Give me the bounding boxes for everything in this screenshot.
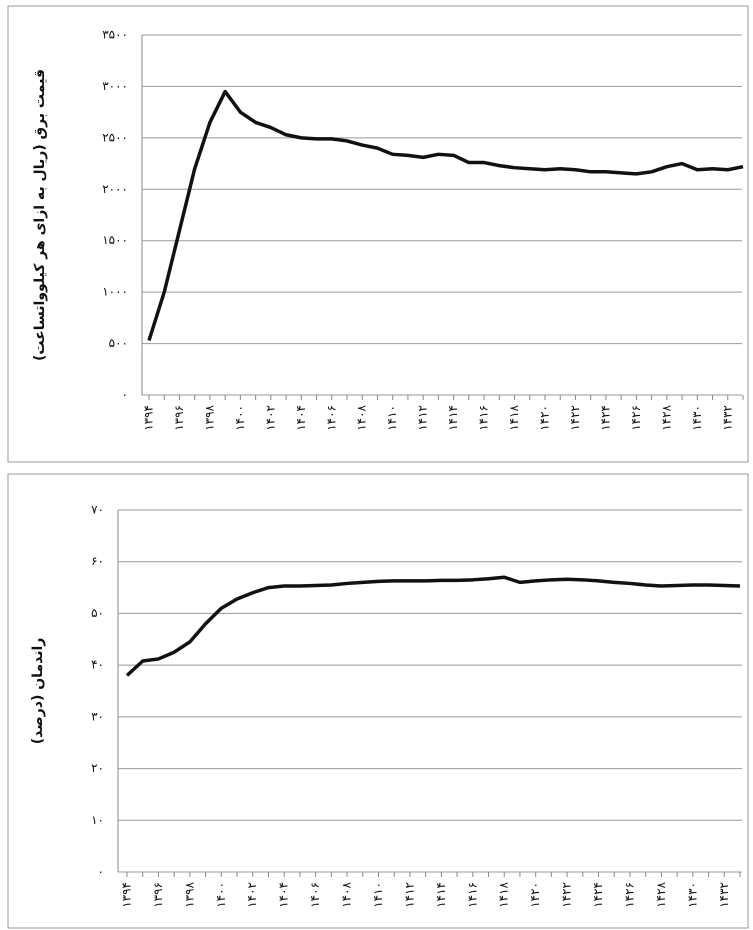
chart-frame: [7, 473, 749, 929]
x-tick-label: ۱۴۰۸: [340, 881, 354, 907]
x-tick-label: ۱۴۲۲: [560, 882, 574, 908]
x-tick-label: ۱۴۳۲: [720, 405, 734, 431]
x-tick-label: ۱۴۲۴: [591, 882, 605, 908]
x-tick-label: ۱۴۰۶: [324, 405, 338, 431]
y-tick-label: ۳۰: [91, 709, 104, 723]
y-tick-label: ۲۰: [91, 761, 104, 775]
x-tick-label: ۱۳۹۶: [172, 405, 186, 431]
x-tick-label: ۱۴۲۲: [568, 405, 582, 431]
x-tick-label: ۱۳۹۸: [202, 404, 216, 430]
x-tick-label: ۱۴۱۸: [497, 881, 511, 907]
line: [125, 575, 741, 677]
x-tick-label: ۱۴۲۰: [528, 882, 542, 908]
x-tick-label: ۱۴۰۸: [355, 404, 369, 430]
x-tick-label: ۱۴۱۸: [507, 404, 521, 430]
x-tick-label: ۱۴۲۶: [629, 405, 643, 431]
y-tick-label: ۷۰: [91, 503, 104, 517]
y-tick-label: ۴۰: [91, 658, 104, 672]
x-tick-label: ۱۴۱۴: [434, 882, 448, 908]
chart-frame: [7, 5, 749, 463]
y-tick-label: ۰: [122, 388, 128, 402]
y-tick-label: ۰: [98, 865, 104, 879]
x-tick-label: ۱۳۹۴: [120, 882, 134, 908]
y-axis-title: قیمت برق (ریال به ازای هر کیلوواتساعت): [32, 69, 48, 361]
x-tick-label: ۱۴۲۰: [538, 405, 552, 431]
y-tick-label: ۲۰۰۰: [102, 182, 128, 196]
x-tick-label: ۱۴۲۶: [622, 882, 636, 908]
x-tick-label: ۱۴۲۸: [654, 881, 668, 907]
y-tick-label: ۱۵۰۰: [102, 233, 128, 247]
x-tick-label: ۱۴۰۴: [294, 405, 308, 431]
x-tick-label: ۱۴۳۲: [717, 882, 731, 908]
x-tick-label: ۱۴۱۴: [446, 405, 460, 431]
x-tick-label: ۱۴۰۲: [263, 405, 277, 431]
x-tick-label: ۱۴۱۰: [371, 882, 385, 908]
x-tick-label: ۱۴۰۰: [214, 882, 228, 908]
line: [147, 89, 744, 342]
x-tick-label: ۱۴۲۴: [598, 405, 612, 431]
x-tick-label: ۱۴۱۶: [465, 882, 479, 908]
x-tick-label: ۱۴۱۲: [416, 405, 430, 431]
y-tick-label: ۱۰: [91, 813, 104, 827]
x-tick-label: ۱۴۳۰: [690, 405, 704, 431]
x-tick-label: ۱۴۱۲: [402, 882, 416, 908]
x-tick-label: ۱۴۱۶: [477, 405, 491, 431]
y-tick-label: ۱۰۰۰: [102, 285, 128, 299]
x-tick-label: ۱۳۹۴: [142, 405, 156, 431]
y-tick-label: ۲۵۰۰: [102, 130, 128, 144]
x-tick-label: ۱۴۳۰: [685, 882, 699, 908]
x-tick-label: ۱۴۲۸: [659, 404, 673, 430]
y-tick-label: ۳۵۰۰: [102, 28, 128, 42]
x-tick-label: ۱۴۰۰: [233, 405, 247, 431]
y-tick-label: ۵۰۰: [109, 336, 128, 350]
x-tick-label: ۱۴۰۶: [308, 882, 322, 908]
y-tick-label: ۳۰۰۰: [102, 79, 128, 93]
y-axis-title: راندمان (درصد): [30, 638, 46, 745]
x-tick-label: ۱۴۰۲: [245, 882, 259, 908]
x-tick-label: ۱۳۹۶: [151, 882, 165, 908]
y-tick-label: ۶۰: [91, 554, 104, 568]
x-tick-label: ۱۳۹۸: [182, 881, 196, 907]
y-tick-label: ۵۰: [91, 606, 104, 620]
x-tick-label: ۱۴۱۰: [385, 405, 399, 431]
x-tick-label: ۱۴۰۴: [277, 882, 291, 908]
